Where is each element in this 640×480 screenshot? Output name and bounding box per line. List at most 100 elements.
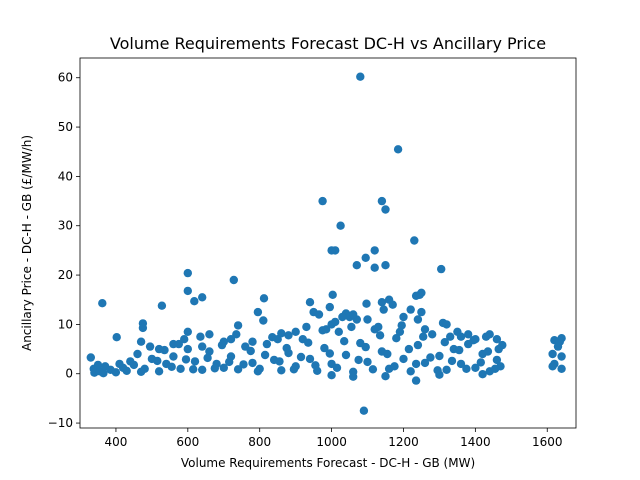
data-point [183,327,192,336]
data-point [260,350,270,360]
data-point [349,310,358,319]
data-point [553,342,563,351]
y-tick-label: 30 [58,219,73,233]
data-point [248,358,257,368]
data-point [190,297,199,306]
x-tick-label: 1400 [460,435,491,449]
data-point [282,343,291,353]
data-point [86,353,96,362]
data-point [334,327,343,336]
data-point [233,365,243,374]
data-point [359,406,369,415]
chart-title: Volume Requirements Forecast DC-H vs Anc… [110,34,546,53]
data-point [433,366,442,375]
data-point [557,364,566,373]
data-point [393,145,403,154]
data-point [368,365,378,374]
data-point [481,332,491,341]
data-point [133,349,142,359]
data-point [456,359,466,369]
data-point [374,322,383,332]
data-point [363,357,372,367]
data-point [305,354,315,364]
data-point [232,330,241,339]
data-point [253,307,263,317]
data-point [420,325,430,334]
data-point [381,372,390,381]
data-point [314,310,324,319]
data-point [455,345,464,355]
data-point [198,342,207,351]
data-point [210,364,219,373]
data-point [557,352,566,361]
data-point [145,342,155,351]
data-point [399,312,408,322]
data-point [478,370,487,379]
plot-frame [79,57,577,429]
data-point [413,340,423,350]
data-point [253,367,263,376]
data-point [370,263,379,272]
data-point [217,340,227,350]
data-point [115,359,124,369]
data-point [390,362,399,371]
data-point [340,337,349,346]
data-point [183,268,192,278]
data-point [277,366,286,375]
data-point [447,356,457,366]
data-point [327,371,336,380]
data-point [548,362,557,371]
data-point [494,344,503,354]
data-point [375,331,385,340]
x-tick-label: 400 [104,435,127,449]
data-point [154,344,164,354]
data-point [381,205,390,214]
data-point [111,368,121,377]
data-point [98,299,107,308]
data-point [442,365,451,374]
data-point [291,327,300,336]
data-point [361,342,370,352]
data-point [392,334,401,343]
data-point [304,338,313,347]
data-point [284,331,293,340]
data-point [426,353,435,362]
data-point [239,360,248,369]
data-point [336,221,345,230]
data-point [246,346,255,356]
data-point [136,337,146,346]
data-point [183,286,192,296]
data-point [377,196,387,206]
data-point [446,332,455,341]
data-point [318,196,327,206]
data-point [331,317,340,327]
data-point [395,327,405,336]
data-point [259,294,269,303]
data-point [492,355,502,365]
x-tick-label: 600 [176,435,199,449]
data-point [437,264,446,274]
data-point [411,376,421,385]
data-point [93,360,103,370]
data-point [289,365,299,374]
x-axis: 400 600 800 1000 1200 1400 1600 [104,428,563,449]
data-point [138,323,148,333]
data-point [205,347,214,356]
data-point [302,322,311,332]
data-point [417,307,426,317]
data-point [548,349,557,359]
data-point [311,361,320,370]
data-point [176,364,185,373]
data-point [341,350,351,360]
data-point [99,369,108,378]
data-point [361,253,370,262]
data-point [325,302,334,312]
data-point [262,339,272,349]
data-point [471,335,480,344]
data-point [356,72,365,81]
data-point [476,358,485,367]
data-point [296,352,306,362]
x-tick-label: 1600 [532,435,563,449]
data-point [226,335,236,344]
data-point [190,357,200,366]
